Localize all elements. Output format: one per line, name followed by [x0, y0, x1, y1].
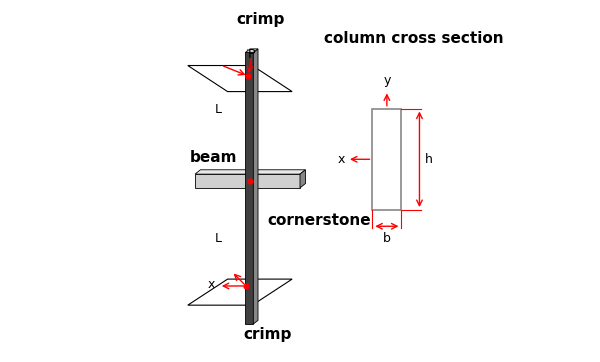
- Polygon shape: [245, 49, 258, 52]
- Text: P: P: [248, 48, 255, 61]
- Text: crimp: crimp: [243, 327, 292, 342]
- Polygon shape: [373, 109, 401, 210]
- Polygon shape: [195, 170, 305, 174]
- Text: b: b: [383, 232, 391, 245]
- Text: column cross section: column cross section: [323, 30, 503, 46]
- Polygon shape: [245, 52, 253, 324]
- Polygon shape: [300, 170, 305, 188]
- Text: crimp: crimp: [236, 12, 284, 27]
- Text: x: x: [208, 278, 215, 291]
- Polygon shape: [195, 174, 300, 188]
- Text: L: L: [215, 232, 222, 244]
- Text: y: y: [383, 74, 391, 87]
- Text: cornerstone: cornerstone: [268, 213, 371, 228]
- Polygon shape: [188, 66, 292, 92]
- Polygon shape: [253, 49, 258, 324]
- Text: L: L: [215, 103, 222, 116]
- Text: x: x: [338, 153, 345, 166]
- Text: h: h: [425, 153, 433, 166]
- Polygon shape: [188, 279, 292, 305]
- Text: beam: beam: [190, 150, 237, 165]
